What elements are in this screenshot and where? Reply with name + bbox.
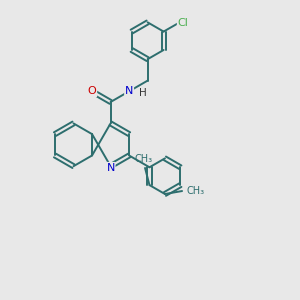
Text: Cl: Cl <box>178 18 188 28</box>
Text: H: H <box>139 88 146 98</box>
Text: N: N <box>125 86 133 96</box>
Text: O: O <box>88 86 96 96</box>
Text: N: N <box>106 163 115 173</box>
Text: CH₃: CH₃ <box>187 186 205 196</box>
Text: CH₃: CH₃ <box>134 154 153 164</box>
